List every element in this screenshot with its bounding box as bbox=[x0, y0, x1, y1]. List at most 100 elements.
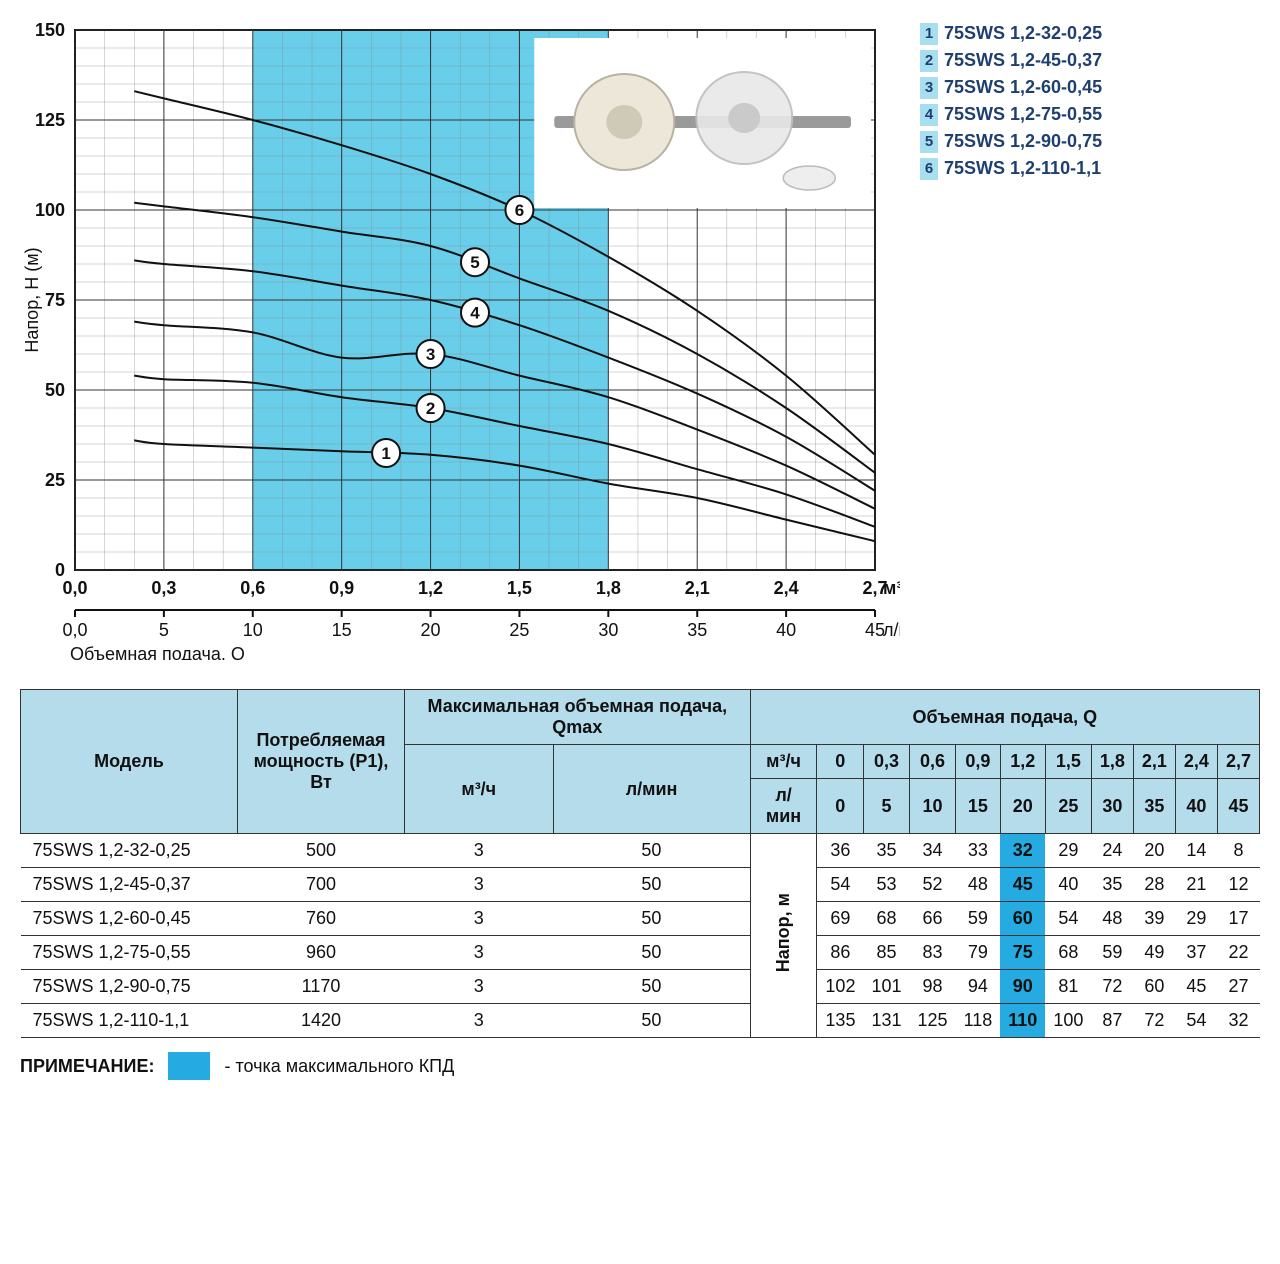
head-value-cell: 33 bbox=[956, 834, 1001, 868]
head-value-cell: 54 bbox=[817, 868, 864, 902]
head-label-cell: Напор, м bbox=[750, 834, 817, 1038]
svg-text:1: 1 bbox=[381, 444, 390, 463]
head-value-cell: 59 bbox=[956, 902, 1001, 936]
head-value-cell: 135 bbox=[817, 1004, 864, 1038]
svg-text:30: 30 bbox=[598, 620, 618, 640]
svg-text:0,9: 0,9 bbox=[329, 578, 354, 598]
power-cell: 1420 bbox=[238, 1004, 405, 1038]
head-value-cell: 81 bbox=[1045, 970, 1091, 1004]
head-value-cell: 102 bbox=[817, 970, 864, 1004]
head-value-cell: 29 bbox=[1175, 902, 1217, 936]
head-value-cell: 48 bbox=[956, 868, 1001, 902]
qmax-m3h-cell: 3 bbox=[405, 936, 554, 970]
legend-label: 75SWS 1,2-45-0,37 bbox=[944, 47, 1102, 74]
svg-text:0: 0 bbox=[55, 560, 65, 580]
head-value-cell: 54 bbox=[1045, 902, 1091, 936]
legend-number: 5 bbox=[920, 131, 938, 153]
svg-text:0,0: 0,0 bbox=[62, 620, 87, 640]
power-cell: 500 bbox=[238, 834, 405, 868]
legend-label: 75SWS 1,2-75-0,55 bbox=[944, 101, 1102, 128]
head-value-cell: 100 bbox=[1045, 1004, 1091, 1038]
qmax-m3h-cell: 3 bbox=[405, 902, 554, 936]
legend-number: 6 bbox=[920, 158, 938, 180]
svg-text:10: 10 bbox=[243, 620, 263, 640]
model-cell: 75SWS 1,2-110-1,1 bbox=[21, 1004, 238, 1038]
head-value-cell: 48 bbox=[1091, 902, 1133, 936]
qmax-lmin-cell: 50 bbox=[553, 834, 750, 868]
footnote: ПРИМЕЧАНИЕ: - точка максимального КПД bbox=[20, 1052, 1260, 1080]
svg-text:75: 75 bbox=[45, 290, 65, 310]
legend-label: 75SWS 1,2-90-0,75 bbox=[944, 128, 1102, 155]
power-cell: 700 bbox=[238, 868, 405, 902]
svg-text:2: 2 bbox=[426, 399, 435, 418]
head-value-cell: 87 bbox=[1091, 1004, 1133, 1038]
head-value-cell: 52 bbox=[910, 868, 956, 902]
head-value-cell: 69 bbox=[817, 902, 864, 936]
legend-label: 75SWS 1,2-32-0,25 bbox=[944, 20, 1102, 47]
head-value-cell: 27 bbox=[1217, 970, 1259, 1004]
svg-text:5: 5 bbox=[159, 620, 169, 640]
head-value-cell: 8 bbox=[1217, 834, 1259, 868]
svg-text:15: 15 bbox=[332, 620, 352, 640]
head-value-cell: 12 bbox=[1217, 868, 1259, 902]
head-value-cell: 98 bbox=[910, 970, 956, 1004]
svg-text:1,5: 1,5 bbox=[507, 578, 532, 598]
svg-text:0,0: 0,0 bbox=[62, 578, 87, 598]
head-value-cell: 28 bbox=[1133, 868, 1175, 902]
power-cell: 760 bbox=[238, 902, 405, 936]
model-cell: 75SWS 1,2-45-0,37 bbox=[21, 868, 238, 902]
head-value-cell: 22 bbox=[1217, 936, 1259, 970]
head-value-cell: 72 bbox=[1133, 1004, 1175, 1038]
performance-chart: 02550751001251500,00,30,60,91,21,51,82,1… bbox=[20, 20, 900, 665]
svg-text:Напор, H (м): Напор, H (м) bbox=[22, 247, 42, 352]
qmax-lmin-cell: 50 bbox=[553, 868, 750, 902]
head-value-cell: 86 bbox=[817, 936, 864, 970]
head-value-cell: 90 bbox=[1000, 970, 1045, 1004]
legend-number: 3 bbox=[920, 77, 938, 99]
head-value-cell: 131 bbox=[863, 1004, 909, 1038]
note-title: ПРИМЕЧАНИЕ: bbox=[20, 1056, 154, 1077]
head-value-cell: 17 bbox=[1217, 902, 1259, 936]
head-value-cell: 37 bbox=[1175, 936, 1217, 970]
legend-number: 2 bbox=[920, 50, 938, 72]
head-value-cell: 68 bbox=[863, 902, 909, 936]
svg-text:Объемная подача, Q: Объемная подача, Q bbox=[70, 644, 245, 660]
head-value-cell: 54 bbox=[1175, 1004, 1217, 1038]
svg-text:25: 25 bbox=[509, 620, 529, 640]
head-value-cell: 83 bbox=[910, 936, 956, 970]
svg-text:50: 50 bbox=[45, 380, 65, 400]
svg-text:6: 6 bbox=[515, 201, 524, 220]
head-value-cell: 53 bbox=[863, 868, 909, 902]
table-row: 75SWS 1,2-90-0,7511703501021019894908172… bbox=[21, 970, 1260, 1004]
table-row: 75SWS 1,2-110-1,114203501351311251181101… bbox=[21, 1004, 1260, 1038]
head-value-cell: 60 bbox=[1000, 902, 1045, 936]
qmax-lmin-cell: 50 bbox=[553, 902, 750, 936]
legend-label: 75SWS 1,2-60-0,45 bbox=[944, 74, 1102, 101]
head-value-cell: 20 bbox=[1133, 834, 1175, 868]
table-row: 75SWS 1,2-75-0,5596035086858379756859493… bbox=[21, 936, 1260, 970]
svg-text:25: 25 bbox=[45, 470, 65, 490]
head-value-cell: 118 bbox=[956, 1004, 1001, 1038]
specification-table: МодельПотребляемая мощность (Р1), ВтМакс… bbox=[20, 689, 1260, 1038]
svg-text:1,2: 1,2 bbox=[418, 578, 443, 598]
head-value-cell: 60 bbox=[1133, 970, 1175, 1004]
head-value-cell: 14 bbox=[1175, 834, 1217, 868]
legend-item: 675SWS 1,2-110-1,1 bbox=[920, 155, 1102, 182]
head-value-cell: 32 bbox=[1217, 1004, 1259, 1038]
head-value-cell: 32 bbox=[1000, 834, 1045, 868]
svg-text:125: 125 bbox=[35, 110, 65, 130]
head-value-cell: 45 bbox=[1000, 868, 1045, 902]
head-value-cell: 68 bbox=[1045, 936, 1091, 970]
svg-text:4: 4 bbox=[470, 304, 480, 323]
svg-text:40: 40 bbox=[776, 620, 796, 640]
model-cell: 75SWS 1,2-60-0,45 bbox=[21, 902, 238, 936]
head-value-cell: 35 bbox=[1091, 868, 1133, 902]
legend-item: 475SWS 1,2-75-0,55 bbox=[920, 101, 1102, 128]
legend-number: 1 bbox=[920, 23, 938, 45]
legend-item: 3 75SWS 1,2-60-0,45 bbox=[920, 74, 1102, 101]
head-value-cell: 45 bbox=[1175, 970, 1217, 1004]
svg-text:2,4: 2,4 bbox=[774, 578, 799, 598]
head-value-cell: 36 bbox=[817, 834, 864, 868]
svg-text:45: 45 bbox=[865, 620, 885, 640]
svg-text:м³/ч: м³/ч bbox=[883, 578, 900, 598]
